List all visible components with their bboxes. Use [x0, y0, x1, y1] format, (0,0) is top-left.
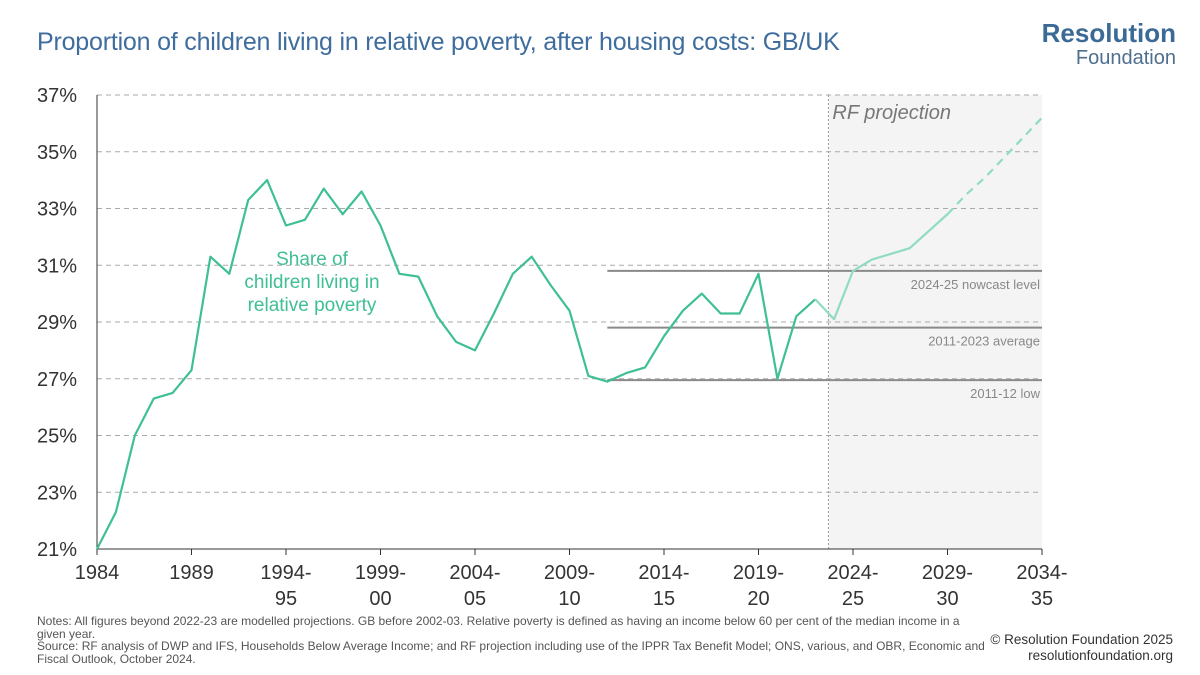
y-tick-label: 27% [37, 369, 77, 391]
x-tick-label-2: 05 [464, 588, 486, 610]
reference-label: 2024-25 nowcast level [911, 277, 1040, 292]
x-tick-label: 2029- [922, 562, 973, 584]
logo-line-1: Resolution [1041, 18, 1176, 48]
source-line: Source: RF analysis of DWP and IFS, Hous… [37, 639, 985, 666]
copyright-text: © Resolution Foundation 2025 [990, 632, 1173, 647]
x-tick-label-2: 15 [653, 588, 675, 610]
x-tick-label: 2024- [827, 562, 878, 584]
x-tick-label: 2019- [733, 562, 784, 584]
x-tick-label: 2009- [544, 562, 595, 584]
credit: © Resolution Foundation 2025 resolutionf… [990, 632, 1173, 664]
y-tick-label: 33% [37, 199, 77, 221]
x-tick-label-2: 10 [558, 588, 580, 610]
x-tick-label: 1984 [75, 562, 120, 584]
y-tick-label: 35% [37, 142, 77, 164]
projection-series-line [814, 213, 949, 321]
y-tick-label: 29% [37, 312, 77, 334]
y-tick-label: 23% [37, 482, 77, 504]
x-tick-label: 1989 [169, 562, 214, 584]
series-label: Share of [276, 249, 349, 270]
website-text: resolutionfoundation.org [1028, 648, 1173, 663]
y-tick-label: 37% [37, 85, 77, 107]
logo-line-2: Foundation [1075, 47, 1176, 69]
x-tick-label-2: 20 [747, 588, 769, 610]
series-label: children living in [244, 272, 379, 293]
reference-label: 2011-12 low [970, 386, 1040, 401]
notes-line: Notes: All figures beyond 2022-23 are mo… [37, 614, 960, 641]
y-tick-label: 25% [37, 426, 77, 448]
projection-dashed-line [946, 116, 1043, 215]
x-tick-label: 1999- [355, 562, 406, 584]
x-tick-label: 1994- [260, 562, 311, 584]
chart-notes: Notes: All figures beyond 2022-23 are mo… [37, 615, 987, 665]
resolution-foundation-logo: Resolution Foundation [1042, 20, 1176, 69]
x-tick-label-2: 95 [275, 588, 297, 610]
chart-title: Proportion of children living in relativ… [37, 28, 840, 56]
x-tick-label: 2034- [1016, 562, 1067, 584]
series-label: relative poverty [248, 295, 377, 316]
reference-label: 2011-2023 average [928, 334, 1040, 349]
x-tick-label: 2014- [638, 562, 689, 584]
x-tick-label-2: 25 [842, 588, 864, 610]
x-tick-label-2: 35 [1031, 588, 1053, 610]
x-tick-label-2: 30 [936, 588, 958, 610]
projection-label: RF projection [832, 102, 951, 124]
y-tick-label: 31% [37, 255, 77, 277]
x-tick-label: 2004- [449, 562, 500, 584]
y-tick-label: 21% [37, 539, 77, 561]
x-tick-label-2: 00 [369, 588, 391, 610]
historic-series-line [96, 179, 816, 550]
